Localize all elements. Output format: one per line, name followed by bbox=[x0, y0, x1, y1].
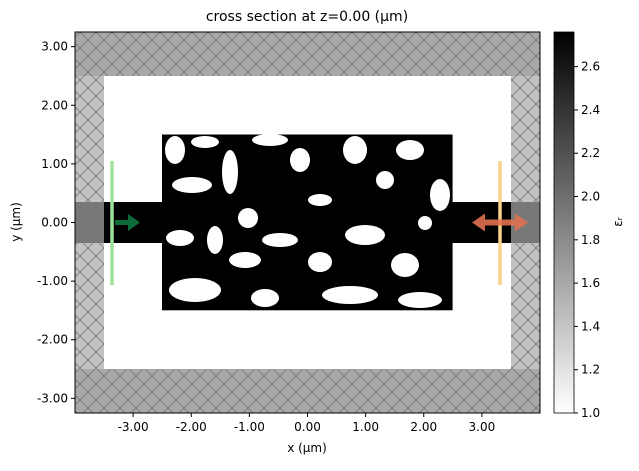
y-tick-label: 2.00 bbox=[41, 98, 68, 112]
x-tick-label: -1.00 bbox=[234, 420, 265, 434]
y-tick-label: -1.00 bbox=[37, 274, 68, 288]
design-region bbox=[162, 134, 453, 311]
chart-title: cross section at z=0.00 (μm) bbox=[206, 9, 408, 25]
plot-area bbox=[75, 32, 540, 413]
colorbar bbox=[553, 31, 575, 414]
colorbar-tick-label: 1.2 bbox=[581, 363, 600, 377]
x-tick-label: 0.00 bbox=[294, 420, 321, 434]
x-tick-label: 2.00 bbox=[410, 420, 437, 434]
x-tick-label: 3.00 bbox=[469, 420, 496, 434]
colorbar-tick-label: 2.6 bbox=[581, 60, 600, 74]
x-tick-label: -2.00 bbox=[176, 420, 207, 434]
source bbox=[110, 161, 140, 285]
colorbar-tick-label: 2.4 bbox=[581, 103, 600, 117]
colorbar-tick-label: 1.4 bbox=[581, 319, 600, 333]
y-tick-label: -2.00 bbox=[37, 333, 68, 347]
y-tick-label: 0.00 bbox=[41, 216, 68, 230]
monitor bbox=[472, 161, 528, 285]
colorbar-label: εᵣ bbox=[611, 216, 625, 226]
y-tick-label: 1.00 bbox=[41, 157, 68, 171]
y-tick-label: 3.00 bbox=[41, 40, 68, 54]
x-axis-label: x (μm) bbox=[287, 441, 327, 455]
pml bbox=[75, 32, 540, 413]
y-axis-label: y (μm) bbox=[9, 202, 23, 242]
colorbar-tick-label: 2.0 bbox=[581, 190, 600, 204]
colorbar-tick-label: 1.8 bbox=[581, 233, 600, 247]
colorbar-tick-label: 1.0 bbox=[581, 406, 600, 420]
y-tick-label: -3.00 bbox=[37, 391, 68, 405]
x-tick-label: -3.00 bbox=[118, 420, 149, 434]
x-tick-label: 1.00 bbox=[352, 420, 379, 434]
colorbar-tick-label: 2.2 bbox=[581, 146, 600, 160]
colorbar-tick-label: 1.6 bbox=[581, 276, 600, 290]
